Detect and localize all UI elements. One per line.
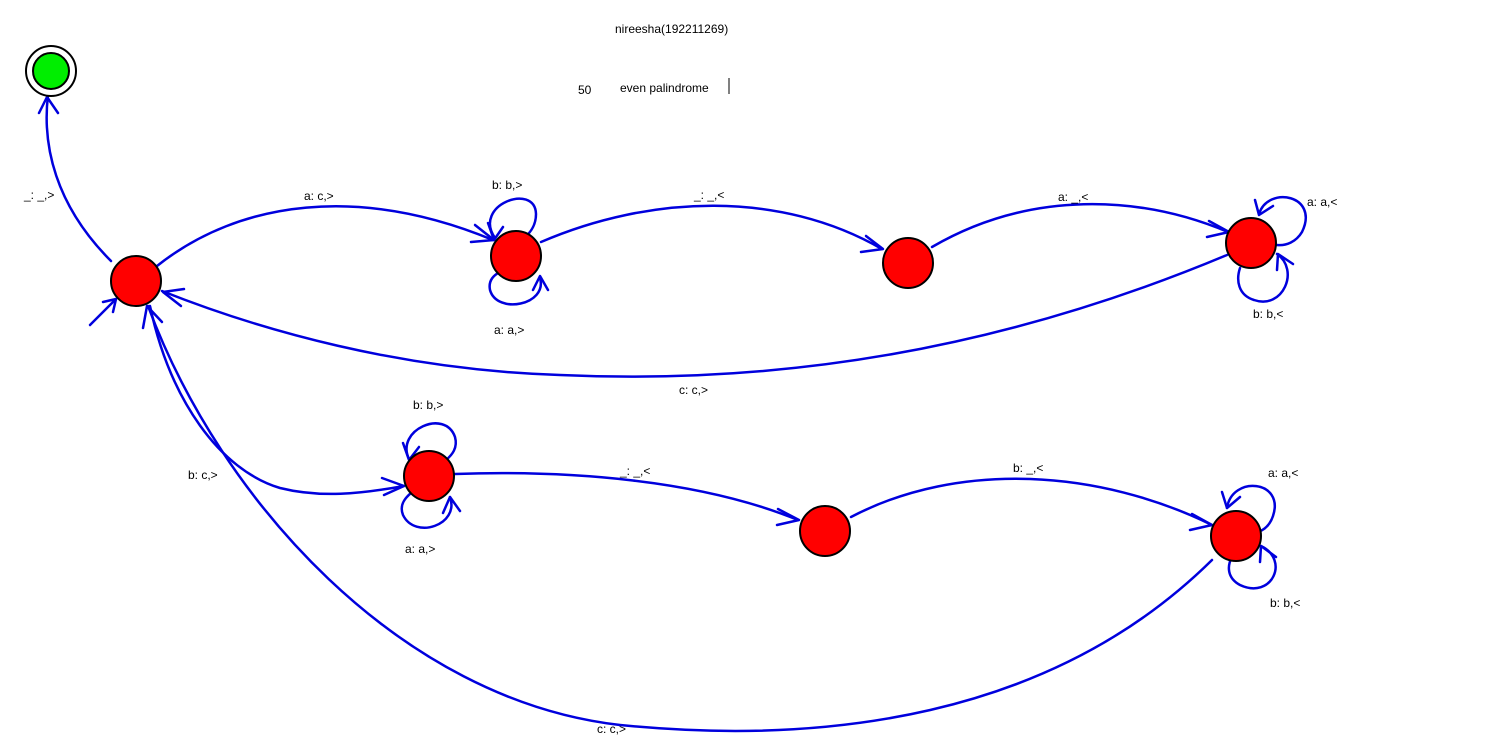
- edge-q0-q1[interactable]: [155, 205, 495, 268]
- state-q4[interactable]: [403, 450, 455, 502]
- edge-q2-q3[interactable]: [930, 203, 1230, 249]
- transitions-layer: [37, 93, 1307, 733]
- arrowhead-q5-q6: [1188, 512, 1214, 532]
- state-final[interactable]: [32, 52, 70, 90]
- arrowhead-q0-q4: [380, 476, 406, 497]
- label-q0-qf: _: _,>: [23, 188, 54, 202]
- arrowhead-loop-q1-top: [486, 221, 505, 242]
- loop-q6-top[interactable]: [1225, 484, 1276, 534]
- loop-q3-top[interactable]: [1257, 195, 1307, 247]
- label-q1-q2: _: _,<: [693, 188, 724, 202]
- arrowhead-q3-q0: [161, 287, 186, 308]
- arrowhead-loop-q4-bottom: [441, 495, 462, 515]
- label-loop-q6-bottom: b: b,<: [1270, 596, 1300, 610]
- label-loop-q3-top: a: a,<: [1307, 195, 1337, 209]
- label-loop-q1-bottom: a: a,>: [494, 323, 524, 337]
- arrowhead-loop-q3-bottom: [1275, 252, 1295, 272]
- start-arrow: [88, 298, 117, 327]
- arrowhead-loop-q6-top: [1220, 490, 1242, 510]
- state-q3[interactable]: [1225, 217, 1277, 269]
- loop-q6-bottom[interactable]: [1227, 544, 1277, 590]
- edge-q3-q0[interactable]: [160, 253, 1229, 378]
- edge-q0-qf[interactable]: [45, 93, 113, 263]
- label-q6-q0: c: c,>: [597, 722, 626, 736]
- label-q3-q0: c: c,>: [679, 383, 708, 397]
- labels-layer: _: _,> a: c,> b: b,> a: a,> _: _,< a: _,…: [23, 178, 1337, 736]
- state-q5[interactable]: [799, 505, 851, 557]
- states-layer: [25, 45, 1277, 562]
- label-q0-q4: b: c,>: [188, 468, 218, 482]
- loop-q3-bottom[interactable]: [1237, 252, 1289, 303]
- edge-q1-q2[interactable]: [539, 204, 884, 251]
- edge-q0-q4[interactable]: [148, 304, 406, 496]
- loop-q4-bottom[interactable]: [400, 491, 453, 529]
- label-q2-q3: a: _,<: [1058, 190, 1088, 204]
- label-loop-q6-top: a: a,<: [1268, 466, 1298, 480]
- label-q4-q5: _: _,<: [619, 464, 650, 478]
- edge-q6-q0[interactable]: [146, 304, 1214, 733]
- arrowhead-loop-q6-bottom: [1258, 544, 1278, 564]
- edge-q4-q5[interactable]: [453, 471, 800, 522]
- arrowhead-q0-qf: [37, 95, 60, 115]
- arrowhead-q6-q0: [141, 304, 164, 330]
- label-q0-q1: a: c,>: [304, 189, 334, 203]
- edge-q5-q6[interactable]: [849, 477, 1214, 527]
- start-arrowhead: [101, 297, 118, 314]
- description-label: even palindrome: [620, 81, 709, 95]
- arrowhead-q4-q5: [775, 507, 801, 527]
- loop-q1-top[interactable]: [488, 197, 538, 240]
- state-q6[interactable]: [1210, 510, 1262, 562]
- author-label: nireesha(192211269): [615, 22, 728, 36]
- label-q5-q6: b: _,<: [1013, 461, 1043, 475]
- label-loop-q4-bottom: a: a,>: [405, 542, 435, 556]
- state-q2[interactable]: [882, 237, 934, 289]
- label-loop-q4-top: b: b,>: [413, 398, 443, 412]
- label-loop-q1-top: b: b,>: [492, 178, 522, 192]
- arrowhead-loop-q3-top: [1253, 198, 1275, 217]
- number-label: 50: [578, 83, 592, 97]
- state-q1[interactable]: [490, 230, 542, 282]
- loop-q4-top[interactable]: [405, 422, 457, 462]
- arrowhead-q1-q2: [859, 234, 885, 254]
- arrowhead-loop-q1-bottom: [531, 274, 550, 292]
- loop-q1-bottom[interactable]: [488, 270, 543, 306]
- state-initial[interactable]: [110, 255, 162, 307]
- label-loop-q3-bottom: b: b,<: [1253, 307, 1283, 321]
